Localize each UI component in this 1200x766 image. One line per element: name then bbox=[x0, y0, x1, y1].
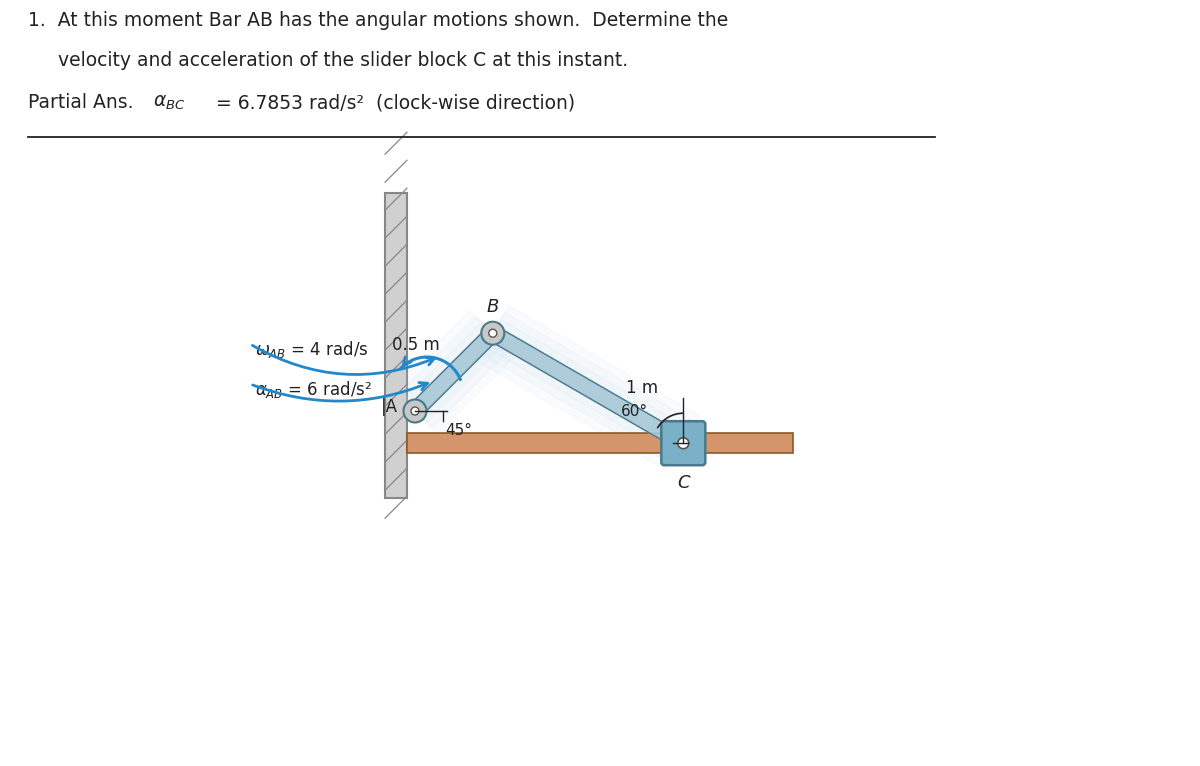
Text: 60°: 60° bbox=[622, 404, 648, 419]
FancyBboxPatch shape bbox=[661, 421, 706, 465]
Text: $\omega_{AB}$ = 4 rad/s: $\omega_{AB}$ = 4 rad/s bbox=[254, 339, 368, 359]
Text: |A: |A bbox=[382, 398, 398, 416]
Circle shape bbox=[678, 437, 689, 449]
FancyArrowPatch shape bbox=[252, 345, 434, 375]
Polygon shape bbox=[481, 313, 695, 464]
Text: = 6.7853 rad/s²  (clock-wise direction): = 6.7853 rad/s² (clock-wise direction) bbox=[210, 93, 575, 112]
Polygon shape bbox=[407, 434, 793, 453]
Circle shape bbox=[481, 322, 504, 345]
Text: B: B bbox=[486, 298, 499, 316]
Text: 0.5 m: 0.5 m bbox=[392, 336, 439, 354]
Text: Partial Ans.: Partial Ans. bbox=[28, 93, 139, 112]
Circle shape bbox=[488, 329, 497, 337]
Polygon shape bbox=[392, 310, 516, 434]
Circle shape bbox=[403, 400, 426, 423]
FancyArrowPatch shape bbox=[252, 382, 427, 401]
Text: $\alpha_{AB}$ = 6 rad/s²: $\alpha_{AB}$ = 6 rad/s² bbox=[254, 378, 372, 400]
Text: 1 m: 1 m bbox=[626, 379, 658, 398]
Text: $\alpha_{BC}$: $\alpha_{BC}$ bbox=[154, 93, 186, 112]
Text: velocity and acceleration of the slider block C at this instant.: velocity and acceleration of the slider … bbox=[28, 51, 628, 70]
Polygon shape bbox=[485, 319, 691, 457]
Polygon shape bbox=[403, 322, 504, 422]
Polygon shape bbox=[409, 328, 498, 417]
Polygon shape bbox=[385, 193, 407, 498]
Text: 1.  At this moment Bar AB has the angular motions shown.  Determine the: 1. At this moment Bar AB has the angular… bbox=[28, 11, 728, 30]
Polygon shape bbox=[398, 316, 510, 428]
Circle shape bbox=[412, 407, 419, 415]
Polygon shape bbox=[488, 326, 688, 450]
Text: 45°: 45° bbox=[445, 423, 472, 438]
Text: C: C bbox=[677, 474, 690, 493]
Polygon shape bbox=[476, 306, 700, 471]
